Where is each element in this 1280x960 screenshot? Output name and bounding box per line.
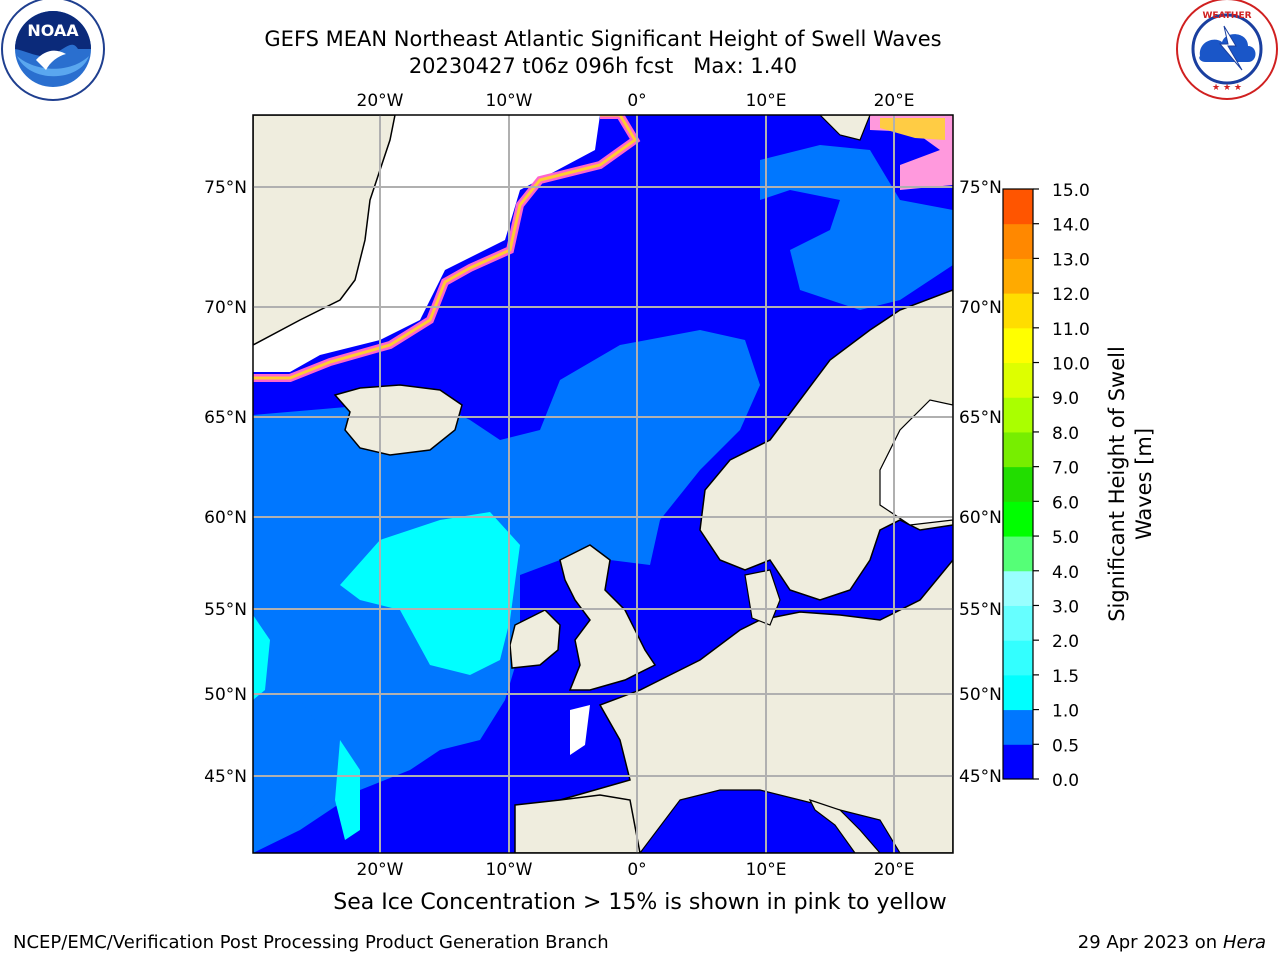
colorbar-swatch bbox=[1003, 293, 1033, 329]
sea-ice-edge-greenland-inner bbox=[253, 115, 637, 380]
colorbar: 15.0 14.0 13.0 12.0 11.0 10.0 9.0 8.0 7.0 6.0 5.0 4… bbox=[1002, 181, 1156, 791]
colorbar-swatch bbox=[1003, 431, 1033, 468]
colorbar-tick-label: 11.0 bbox=[1052, 320, 1090, 340]
svg-text:★ ★ ★: ★ ★ ★ bbox=[1212, 83, 1242, 93]
footer-date-text: 29 Apr 2023 on bbox=[1077, 932, 1223, 953]
footer-credit: NCEP/EMC/Verification Post Processing Pr… bbox=[13, 932, 609, 953]
chart-title-line1: GEFS MEAN Northeast Atlantic Significant… bbox=[264, 27, 942, 51]
colorbar-swatch bbox=[1003, 605, 1033, 641]
chart-title-line2: 20230427 t06z 096h fcst Max: 1.40 bbox=[408, 54, 798, 78]
land-svalbard bbox=[819, 115, 871, 141]
colorbar-tick-label: 0.5 bbox=[1052, 736, 1079, 756]
noaa-logo-text: NOAA bbox=[27, 21, 79, 40]
lat-tick-left-45n: 45°N bbox=[204, 767, 247, 787]
lon-tick-bottom-10w: 10°W bbox=[486, 860, 533, 880]
colorbar-tick-label: 15.0 bbox=[1052, 181, 1090, 201]
lat-tick-right-50n: 50°N bbox=[959, 685, 1002, 705]
colorbar-tick-label: 0.0 bbox=[1052, 771, 1079, 791]
colorbar-tick-label: 12.0 bbox=[1052, 285, 1090, 305]
lon-tick-bottom-0: 0° bbox=[627, 860, 646, 880]
footer-host: Hera bbox=[1222, 932, 1266, 953]
colorbar-tick-label: 13.0 bbox=[1052, 250, 1090, 270]
lat-tick-right-75n: 75°N bbox=[959, 178, 1002, 198]
lat-tick-left-70n: 70°N bbox=[204, 298, 247, 318]
lon-tick-top-20w: 20°W bbox=[357, 91, 404, 111]
land-iceland bbox=[333, 384, 463, 456]
lon-tick-top-10e: 10°E bbox=[746, 91, 787, 111]
lat-tick-right-65n: 65°N bbox=[959, 408, 1002, 428]
lon-tick-top-0: 0° bbox=[627, 91, 646, 111]
colorbar-tick-label: 2.0 bbox=[1052, 632, 1079, 652]
colorbar-label-line2: Waves [m] bbox=[1132, 428, 1156, 540]
colorbar-swatch bbox=[1003, 397, 1033, 433]
land-greenland bbox=[253, 115, 396, 346]
colorbar-swatch bbox=[1003, 189, 1033, 225]
lat-tick-left-55n: 55°N bbox=[204, 600, 247, 620]
colorbar-swatch bbox=[1003, 570, 1033, 606]
lat-tick-right-45n: 45°N bbox=[959, 767, 1002, 787]
colorbar-tick-label: 14.0 bbox=[1052, 216, 1090, 236]
lat-tick-left-75n: 75°N bbox=[204, 178, 247, 198]
colorbar-swatch bbox=[1003, 327, 1033, 364]
lon-tick-bottom-20w: 20°W bbox=[357, 860, 404, 880]
colorbar-frame bbox=[1002, 188, 1034, 780]
colorbar-label-line1: Significant Height of Swell bbox=[1105, 346, 1129, 622]
colorbar-swatch bbox=[1003, 362, 1033, 398]
colorbar-swatch bbox=[1003, 709, 1033, 745]
map-frame bbox=[252, 114, 954, 854]
lon-tick-bottom-10e: 10°E bbox=[746, 860, 787, 880]
colorbar-swatch bbox=[1003, 674, 1033, 711]
colorbar-tick-label: 1.0 bbox=[1052, 702, 1079, 722]
colorbar-tick-label: 9.0 bbox=[1052, 389, 1079, 409]
footer-date: 29 Apr 2023 on Hera bbox=[1078, 932, 1266, 953]
lat-tick-right-70n: 70°N bbox=[959, 298, 1002, 318]
graticule bbox=[253, 115, 953, 853]
lat-tick-right-55n: 55°N bbox=[959, 600, 1002, 620]
land-ireland bbox=[509, 609, 561, 669]
lat-tick-left-65n: 65°N bbox=[204, 408, 247, 428]
noaa-logo: NOAA bbox=[1, 0, 105, 101]
lat-tick-left-60n: 60°N bbox=[204, 508, 247, 528]
sea-ice-note: Sea Ice Concentration > 15% is shown in … bbox=[333, 890, 947, 915]
lon-tick-top-20e: 20°E bbox=[874, 91, 915, 111]
lon-tick-top-10w: 10°W bbox=[486, 91, 533, 111]
colorbar-tick-label: 7.0 bbox=[1052, 459, 1079, 479]
no-data-region-bothnia bbox=[879, 399, 953, 526]
colorbar-tick-label: 3.0 bbox=[1052, 597, 1079, 617]
colorbar-tick-label: 1.5 bbox=[1052, 667, 1079, 687]
colorbar-ticks: 15.0 14.0 13.0 12.0 11.0 10.0 9.0 8.0 7.0 6.0 5.0 4… bbox=[1033, 181, 1090, 791]
colorbar-swatches bbox=[1003, 189, 1033, 780]
colorbar-swatch bbox=[1003, 501, 1033, 537]
colorbar-swatch bbox=[1003, 744, 1033, 780]
colorbar-tick-label: 5.0 bbox=[1052, 528, 1079, 548]
land-iberia bbox=[514, 794, 641, 853]
map-panel: 20°W 10°W 0° 10°E 20°E 20°W 10°W 0° 10°E… bbox=[204, 91, 1002, 880]
lat-tick-left-50n: 50°N bbox=[204, 685, 247, 705]
colorbar-swatch bbox=[1003, 258, 1033, 294]
lon-tick-bottom-20e: 20°E bbox=[874, 860, 915, 880]
land-italy bbox=[808, 798, 881, 853]
colorbar-tick-label: 4.0 bbox=[1052, 563, 1079, 583]
colorbar-tick-label: 10.0 bbox=[1052, 355, 1090, 375]
colorbar-tick-label: 6.0 bbox=[1052, 493, 1079, 513]
swell-band-1.0-1.5 bbox=[253, 512, 520, 840]
colorbar-tick-label: 8.0 bbox=[1052, 424, 1079, 444]
nws-logo: WEATHER ★ ★ ★ bbox=[1176, 0, 1278, 100]
svg-text:WEATHER: WEATHER bbox=[1202, 11, 1251, 21]
lat-tick-right-60n: 60°N bbox=[959, 508, 1002, 528]
colorbar-swatch bbox=[1003, 223, 1033, 259]
colorbar-swatch bbox=[1003, 466, 1033, 502]
colorbar-swatch bbox=[1003, 536, 1033, 572]
colorbar-swatch bbox=[1003, 640, 1033, 676]
